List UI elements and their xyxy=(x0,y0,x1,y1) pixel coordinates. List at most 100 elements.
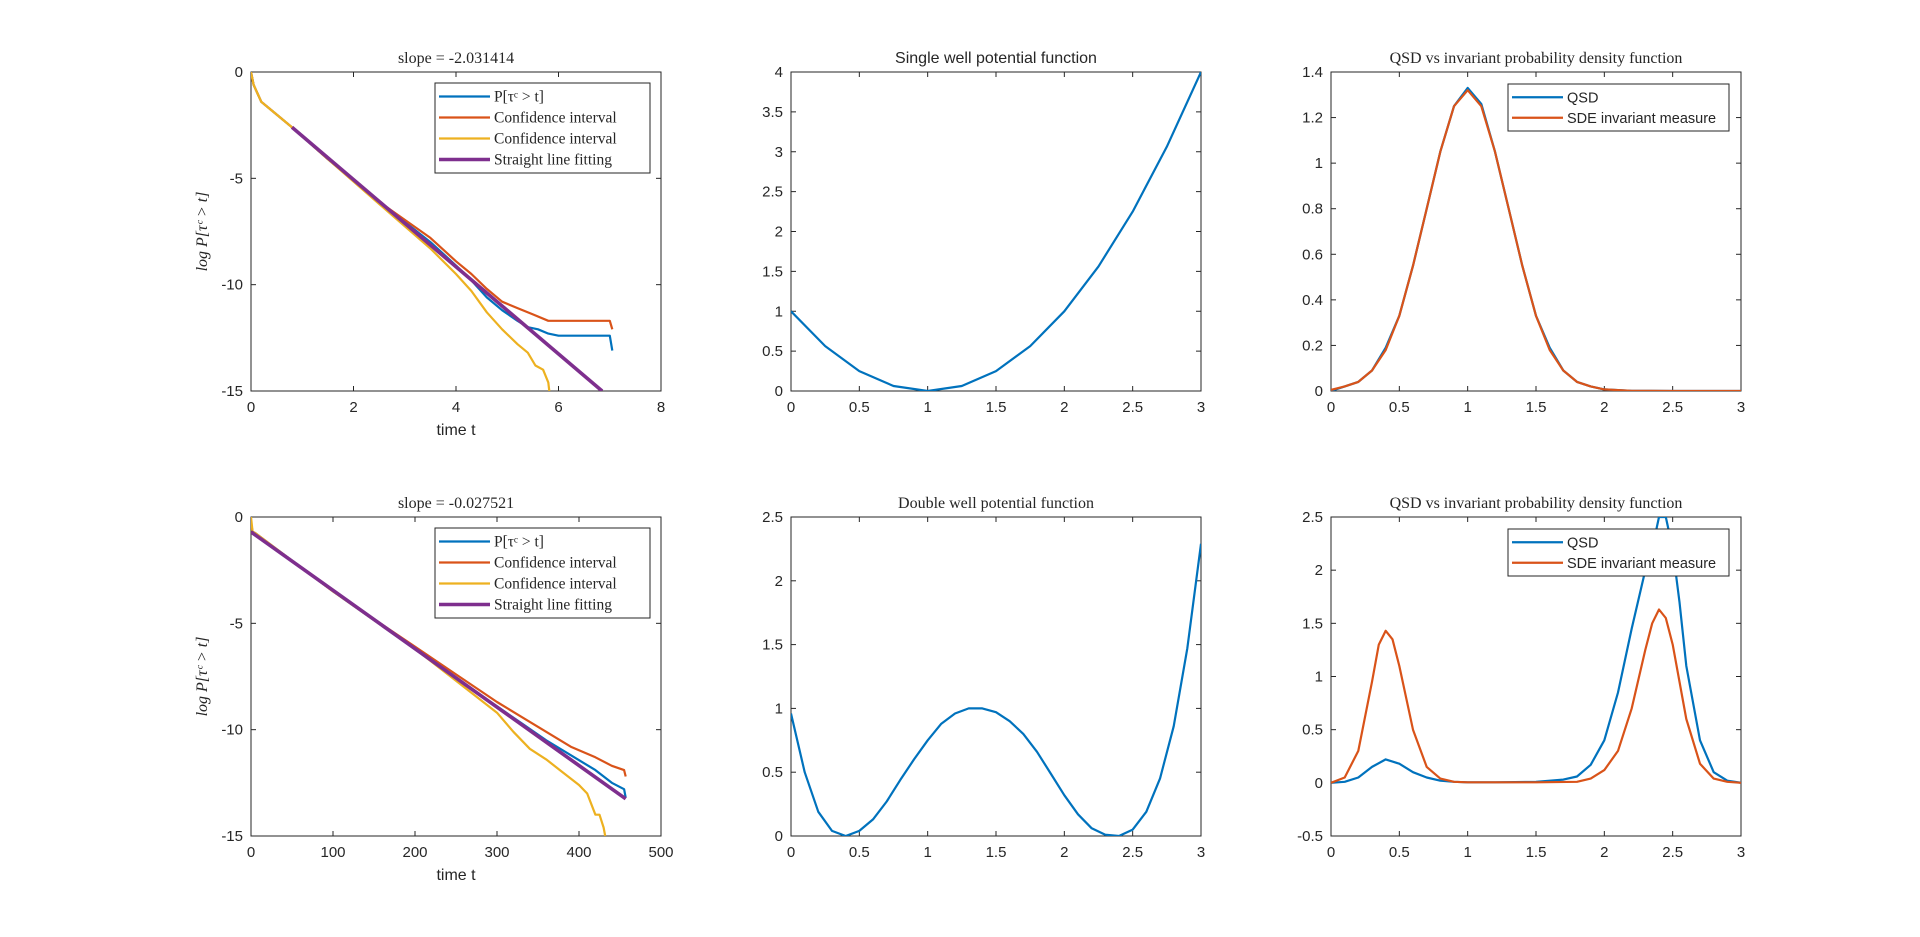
x-tick-label: 1 xyxy=(1463,844,1471,861)
y-tick-label: -15 xyxy=(221,383,243,400)
y-tick-label: 3 xyxy=(775,144,783,161)
y-tick-label: -0.5 xyxy=(1297,828,1323,845)
x-tick-label: 6 xyxy=(554,399,562,416)
legend-entry-label: QSD xyxy=(1567,90,1598,106)
y-tick-label: 0 xyxy=(1315,775,1323,792)
chart-p2: 0 0.5 1 1.5 2 2.5 3 0 0.5 1 1.5 2 2.5 3 3.5 4 Single wel… xyxy=(762,50,1205,416)
x-tick-label: 0 xyxy=(247,844,255,861)
series-line-1 xyxy=(791,543,1201,836)
y-tick-label: 0.8 xyxy=(1302,201,1323,218)
series-line-3 xyxy=(251,72,551,391)
y-tick-label: 0.5 xyxy=(762,343,783,360)
legend-entry-label: Straight line fitting xyxy=(494,597,612,614)
x-tick-label: 1.5 xyxy=(1526,844,1547,861)
x-tick-label: 0 xyxy=(787,844,795,861)
chart-title: QSD vs invariant probability density fun… xyxy=(1390,495,1683,512)
series-line-2 xyxy=(1331,608,1741,784)
x-tick-label: 1.5 xyxy=(1526,399,1547,416)
chart-p4: 0 100 200 300 400 500 -15 -10 -5 0 slope = -0.0275… xyxy=(194,495,674,884)
series-line-1 xyxy=(1331,517,1741,784)
x-tick-label: 4 xyxy=(452,399,460,416)
legend-entry-label: Confidence interval xyxy=(494,555,617,572)
x-tick-label: 3 xyxy=(1737,844,1745,861)
plot-area xyxy=(791,543,1201,836)
y-tick-label: 1.5 xyxy=(762,637,783,654)
x-tick-label: 0 xyxy=(1327,399,1335,416)
legend-entry-label: Straight line fitting xyxy=(494,152,612,169)
x-tick-label: 0 xyxy=(1327,844,1335,861)
legend-entry-label: Confidence interval xyxy=(494,131,617,148)
legend: QSD SDE invariant measure xyxy=(1507,528,1730,577)
legend-entry-label: Confidence interval xyxy=(494,110,617,127)
y-tick-label: 1 xyxy=(775,700,783,717)
x-tick-label: 3 xyxy=(1197,844,1205,861)
legend: QSD SDE invariant measure xyxy=(1507,83,1730,132)
x-tick-label: 200 xyxy=(402,844,427,861)
y-tick-label: 3.5 xyxy=(762,104,783,121)
x-tick-label: 2.5 xyxy=(1662,844,1683,861)
y-tick-label: -10 xyxy=(221,722,243,739)
series-line-1 xyxy=(791,72,1201,391)
legend-entry-label: QSD xyxy=(1567,535,1598,551)
y-tick-label: 0.5 xyxy=(1302,722,1323,739)
series-line-2 xyxy=(1331,89,1741,391)
x-tick-label: 1 xyxy=(923,844,931,861)
y-tick-label: 1 xyxy=(1315,155,1323,172)
y-tick-label: 2 xyxy=(775,224,783,241)
y-tick-label: -5 xyxy=(230,170,243,187)
axes-box xyxy=(790,516,1202,837)
plot-area xyxy=(251,517,627,836)
x-tick-label: 2 xyxy=(349,399,357,416)
axes-box xyxy=(790,71,1202,392)
x-tick-label: 2.5 xyxy=(1662,399,1683,416)
x-tick-label: 8 xyxy=(657,399,665,416)
x-tick-label: 300 xyxy=(484,844,509,861)
x-tick-label: 0.5 xyxy=(849,844,870,861)
x-tick-label: 100 xyxy=(320,844,345,861)
x-tick-label: 2.5 xyxy=(1122,399,1143,416)
legend-entry-label: SDE invariant measure xyxy=(1567,556,1716,572)
plot-area xyxy=(251,72,614,391)
legend-entry-label: SDE invariant measure xyxy=(1567,111,1716,127)
y-axis-label: log P[τᶜ > t] xyxy=(194,192,211,272)
y-tick-label: 2.5 xyxy=(762,184,783,201)
y-tick-label: 0 xyxy=(235,64,243,81)
y-tick-label: 2 xyxy=(1315,562,1323,579)
x-tick-label: 2 xyxy=(1060,844,1068,861)
chart-title: Single well potential function xyxy=(895,50,1097,67)
chart-title: slope = -0.027521 xyxy=(398,495,514,512)
y-tick-label: 1.5 xyxy=(1302,615,1323,632)
x-tick-label: 0 xyxy=(787,399,795,416)
x-tick-label: 1.5 xyxy=(986,399,1007,416)
chart-title: QSD vs invariant probability density fun… xyxy=(1390,50,1683,67)
chart-p3: 0 0.5 1 1.5 2 2.5 3 0 0.2 0.4 0.6 0.8 1 1.2 1.4 QSD vs … xyxy=(1302,50,1745,416)
x-tick-label: 1.5 xyxy=(986,844,1007,861)
legend-box xyxy=(1507,83,1730,132)
plot-area xyxy=(1331,517,1741,784)
x-tick-label: 0.5 xyxy=(1389,844,1410,861)
x-tick-label: 3 xyxy=(1737,399,1745,416)
x-tick-label: 2 xyxy=(1600,844,1608,861)
chart-p1: 0 2 4 6 8 -15 -10 -5 0 slope = -2.031414 time t log… xyxy=(194,50,665,439)
x-axis-label: time t xyxy=(436,422,476,439)
y-tick-label: 0 xyxy=(235,509,243,526)
legend-entry-label: P[τᶜ > t] xyxy=(494,534,544,551)
y-tick-label: 1.4 xyxy=(1302,64,1323,81)
chart-title: Double well potential function xyxy=(898,495,1094,512)
y-tick-label: -5 xyxy=(230,615,243,632)
y-tick-label: 0.6 xyxy=(1302,246,1323,263)
series-line-4 xyxy=(290,125,604,391)
x-tick-label: 3 xyxy=(1197,399,1205,416)
x-tick-label: 500 xyxy=(648,844,673,861)
y-tick-label: 0.5 xyxy=(762,764,783,781)
x-tick-label: 400 xyxy=(566,844,591,861)
y-tick-label: -15 xyxy=(221,828,243,845)
y-tick-label: 2.5 xyxy=(1302,509,1323,526)
y-tick-label: 0.2 xyxy=(1302,337,1323,354)
y-axis-label: log P[τᶜ > t] xyxy=(194,637,211,717)
legend: P[τᶜ > t] Confidence interval Confidence i… xyxy=(434,527,651,619)
y-tick-label: 1 xyxy=(775,303,783,320)
legend: P[τᶜ > t] Confidence interval Confidence i… xyxy=(434,82,651,174)
